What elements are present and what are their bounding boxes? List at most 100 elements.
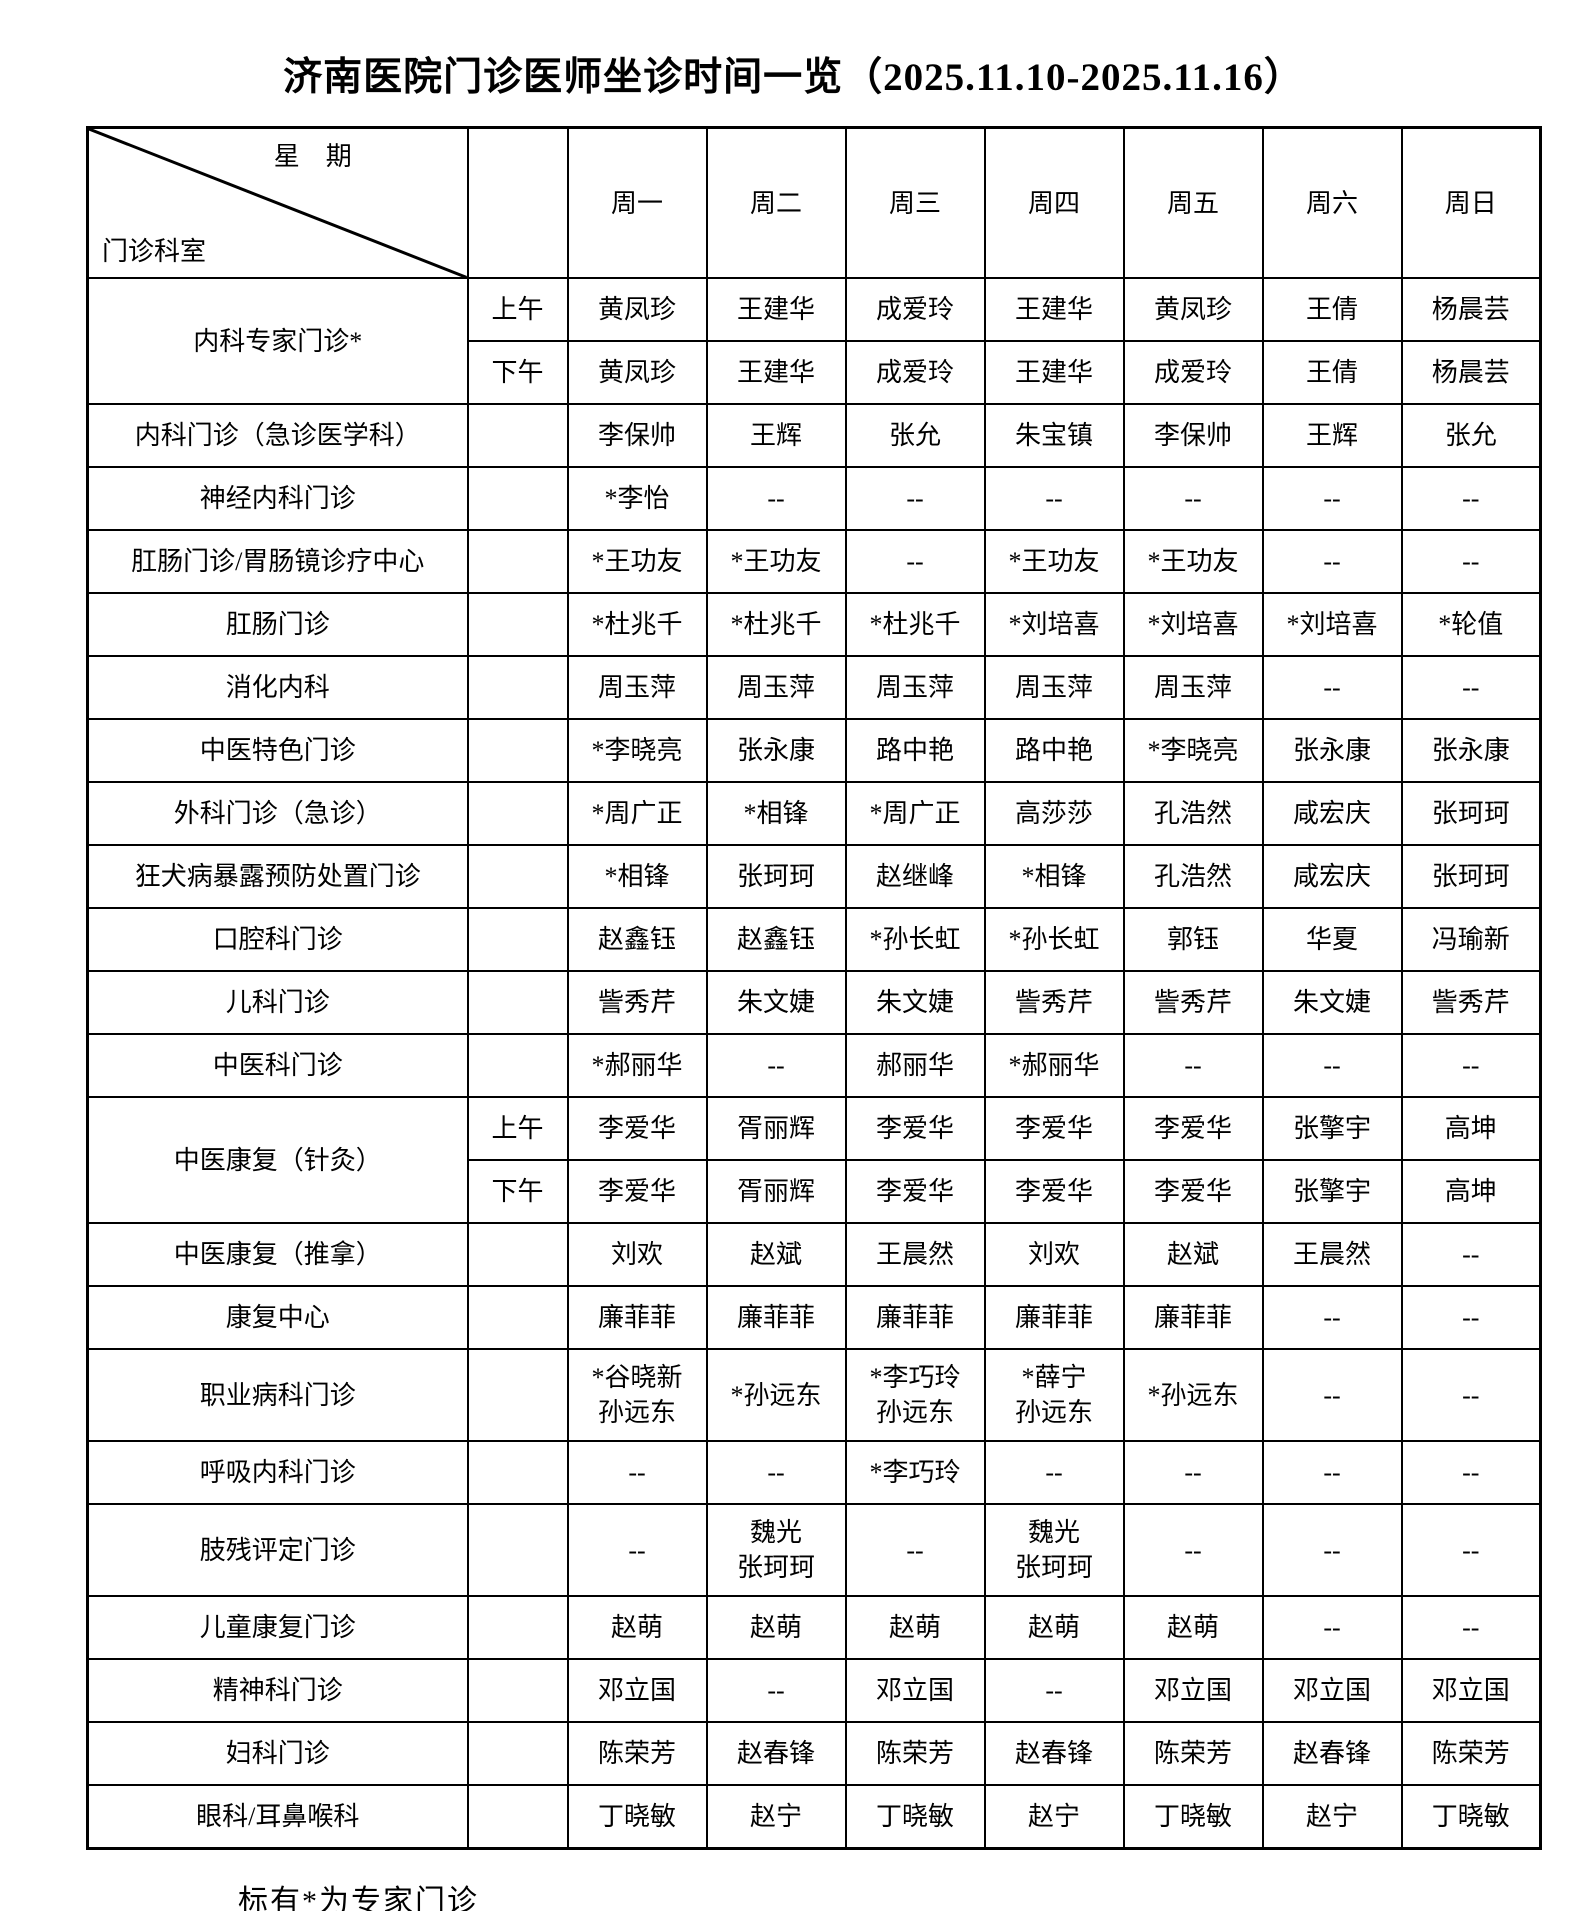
header-row: 星 期 门诊科室 周一 周二 周三 周四 周五 周六 周日	[86, 126, 1542, 280]
doctor-cell: --	[1261, 1503, 1403, 1598]
doctor-cell: 张永康	[1261, 718, 1403, 784]
doctor-cell: 王辉	[1261, 403, 1403, 469]
doctor-cell: *孙远东	[705, 1348, 847, 1443]
time-of-day-cell: 下午	[466, 340, 569, 406]
diagonal-header-cell: 星 期 门诊科室	[86, 126, 469, 280]
table-row: 儿科门诊 訾秀芹 朱文婕 朱文婕 訾秀芹 訾秀芹 朱文婕 訾秀芹	[86, 970, 1542, 1036]
time-of-day-cell	[466, 1503, 569, 1598]
time-of-day-cell	[466, 1033, 569, 1099]
doctor-cell: 张珂珂	[1400, 844, 1542, 910]
doctor-cell: 赵宁	[983, 1784, 1125, 1850]
doctor-cell: 郝丽华	[844, 1033, 986, 1099]
doctor-cell: 李爱华	[566, 1096, 708, 1162]
table-row: 内科门诊（急诊医学科） 李保帅 王辉 张允 朱宝镇 李保帅 王辉 张允	[86, 403, 1542, 469]
doctor-cell: 黄凤珍	[1122, 277, 1264, 343]
department-cell: 儿科门诊	[86, 970, 469, 1036]
diagonal-label-week: 星 期	[273, 142, 352, 171]
diagonal-line	[89, 129, 467, 277]
department-cell: 眼科/耳鼻喉科	[86, 1784, 469, 1850]
table-row: 康复中心 廉菲菲 廉菲菲 廉菲菲 廉菲菲 廉菲菲 -- --	[86, 1285, 1542, 1351]
doctor-cell: --	[1261, 1033, 1403, 1099]
doctor-cell: 邓立国	[1122, 1658, 1264, 1724]
doctor-cell: --	[1400, 655, 1542, 721]
footnote: 标有*为专家门诊	[238, 1884, 479, 1911]
doctor-cell: --	[1261, 1440, 1403, 1506]
doctor-cell: 胥丽辉	[705, 1159, 847, 1225]
table-row: 神经内科门诊 *李怡 -- -- -- -- -- --	[86, 466, 1542, 532]
doctor-cell: 魏光 张珂珂	[705, 1503, 847, 1598]
table-row: 中医科门诊 *郝丽华 -- 郝丽华 *郝丽华 -- -- --	[86, 1033, 1542, 1099]
doctor-cell: --	[1400, 1222, 1542, 1288]
day-header-wednesday: 周三	[844, 126, 986, 280]
doctor-cell: 成爱玲	[844, 277, 986, 343]
doctor-cell: *刘培喜	[983, 592, 1125, 658]
doctor-cell: 廉菲菲	[844, 1285, 986, 1351]
doctor-cell: 訾秀芹	[566, 970, 708, 1036]
doctor-cell: 赵斌	[1122, 1222, 1264, 1288]
department-cell: 儿童康复门诊	[86, 1595, 469, 1661]
doctor-cell: 胥丽辉	[705, 1096, 847, 1162]
day-header-saturday: 周六	[1261, 126, 1403, 280]
doctor-cell: 张擎宇	[1261, 1159, 1403, 1225]
doctor-cell: --	[705, 466, 847, 532]
doctor-cell: 张珂珂	[705, 844, 847, 910]
time-of-day-cell	[466, 655, 569, 721]
doctor-cell: 赵继峰	[844, 844, 986, 910]
doctor-cell: 冯瑜新	[1400, 907, 1542, 973]
department-cell: 中医康复（针灸）	[86, 1096, 469, 1225]
schedule-table: 星 期 门诊科室 周一 周二 周三 周四 周五 周六 周日 内科专家门诊* 上午黄…	[86, 126, 1542, 1850]
doctor-cell: *王功友	[1122, 529, 1264, 595]
doctor-cell: *杜兆千	[844, 592, 986, 658]
time-of-day-cell	[466, 1595, 569, 1661]
doctor-cell: 朱宝镇	[983, 403, 1125, 469]
doctor-cell: 邓立国	[1400, 1658, 1542, 1724]
doctor-cell: --	[705, 1658, 847, 1724]
doctor-cell: 张允	[844, 403, 986, 469]
doctor-cell: *郝丽华	[566, 1033, 708, 1099]
doctor-cell: *王功友	[566, 529, 708, 595]
doctor-cell: 李爱华	[844, 1159, 986, 1225]
doctor-cell: 赵春锋	[705, 1721, 847, 1787]
diagonal-label-department: 门诊科室	[102, 237, 207, 267]
doctor-cell: 李爱华	[566, 1159, 708, 1225]
doctor-cell: --	[1122, 1440, 1264, 1506]
table-row: 儿童康复门诊 赵萌 赵萌 赵萌 赵萌 赵萌 -- --	[86, 1595, 1542, 1661]
doctor-cell: 周玉萍	[844, 655, 986, 721]
doctor-cell: --	[1400, 1348, 1542, 1443]
time-of-day-cell: 上午	[466, 1096, 569, 1162]
time-of-day-cell	[466, 1784, 569, 1850]
doctor-cell: 咸宏庆	[1261, 781, 1403, 847]
department-cell: 康复中心	[86, 1285, 469, 1351]
doctor-cell: 朱文婕	[1261, 970, 1403, 1036]
doctor-cell: 周玉萍	[983, 655, 1125, 721]
department-cell: 中医特色门诊	[86, 718, 469, 784]
table-row: 呼吸内科门诊 -- -- *李巧玲 -- -- -- --	[86, 1440, 1542, 1506]
day-header-sunday: 周日	[1400, 126, 1542, 280]
doctor-cell: --	[1261, 529, 1403, 595]
doctor-cell: *杜兆千	[566, 592, 708, 658]
doctor-cell: 王建华	[983, 277, 1125, 343]
department-cell: 职业病科门诊	[86, 1348, 469, 1443]
doctor-cell: 黄凤珍	[566, 277, 708, 343]
doctor-cell: 李爱华	[844, 1096, 986, 1162]
doctor-cell: 王建华	[983, 340, 1125, 406]
doctor-cell: 朱文婕	[844, 970, 986, 1036]
doctor-cell: *王功友	[983, 529, 1125, 595]
doctor-cell: --	[705, 1033, 847, 1099]
doctor-cell: 王倩	[1261, 277, 1403, 343]
doctor-cell: 朱文婕	[705, 970, 847, 1036]
time-of-day-cell	[466, 844, 569, 910]
doctor-cell: --	[566, 1503, 708, 1598]
doctor-cell: 张允	[1400, 403, 1542, 469]
doctor-cell: 陈荣芳	[1400, 1721, 1542, 1787]
doctor-cell: 王建华	[705, 340, 847, 406]
doctor-cell: 訾秀芹	[1122, 970, 1264, 1036]
doctor-cell: *李巧玲 孙远东	[844, 1348, 986, 1443]
doctor-cell: 杨晨芸	[1400, 277, 1542, 343]
doctor-cell: 路中艳	[844, 718, 986, 784]
table-row: 外科门诊（急诊） *周广正 *相锋 *周广正 高莎莎 孔浩然 咸宏庆 张珂珂	[86, 781, 1542, 847]
doctor-cell: 邓立国	[1261, 1658, 1403, 1724]
department-cell: 精神科门诊	[86, 1658, 469, 1724]
time-column-header	[466, 126, 569, 280]
